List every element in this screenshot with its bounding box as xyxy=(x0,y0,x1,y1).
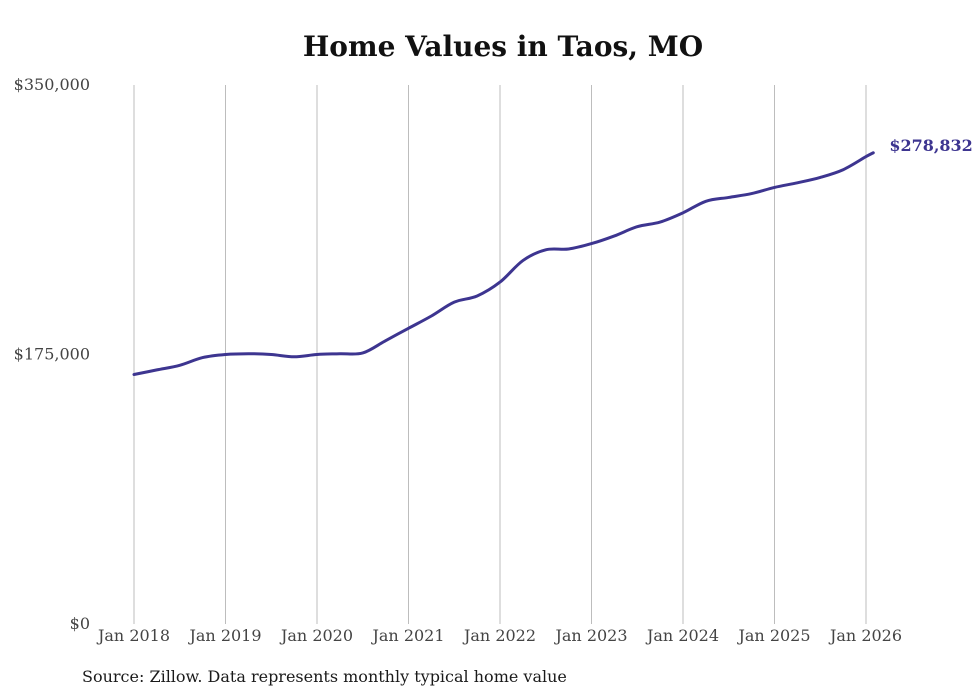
x-tick-label: Jan 2025 xyxy=(736,626,810,645)
source-note: Source: Zillow. Data represents monthly … xyxy=(82,667,567,686)
x-tick-label: Jan 2019 xyxy=(187,626,261,645)
x-tick-label: Jan 2026 xyxy=(828,626,902,645)
x-tick-label: Jan 2018 xyxy=(96,626,170,645)
chart-title: Home Values in Taos, MO xyxy=(302,30,704,63)
y-tick-label: $0 xyxy=(70,614,90,633)
x-axis: Jan 2018 Jan 2019 Jan 2020 Jan 2021 Jan 2022… xyxy=(96,626,902,645)
x-tick-label: Jan 2022 xyxy=(462,626,536,645)
y-axis: $0 $175,000 $350,000 xyxy=(14,75,90,633)
x-tick-label: Jan 2020 xyxy=(279,626,353,645)
y-tick-label: $175,000 xyxy=(14,345,90,364)
series-line-0 xyxy=(132,151,875,377)
y-tick-label: $350,000 xyxy=(14,75,90,94)
end-value-label: $278,832 xyxy=(889,136,973,155)
x-tick-label: Jan 2024 xyxy=(645,626,719,645)
series-group xyxy=(132,151,875,377)
x-tick-label: Jan 2023 xyxy=(553,626,627,645)
x-tick-label: Jan 2021 xyxy=(370,626,444,645)
